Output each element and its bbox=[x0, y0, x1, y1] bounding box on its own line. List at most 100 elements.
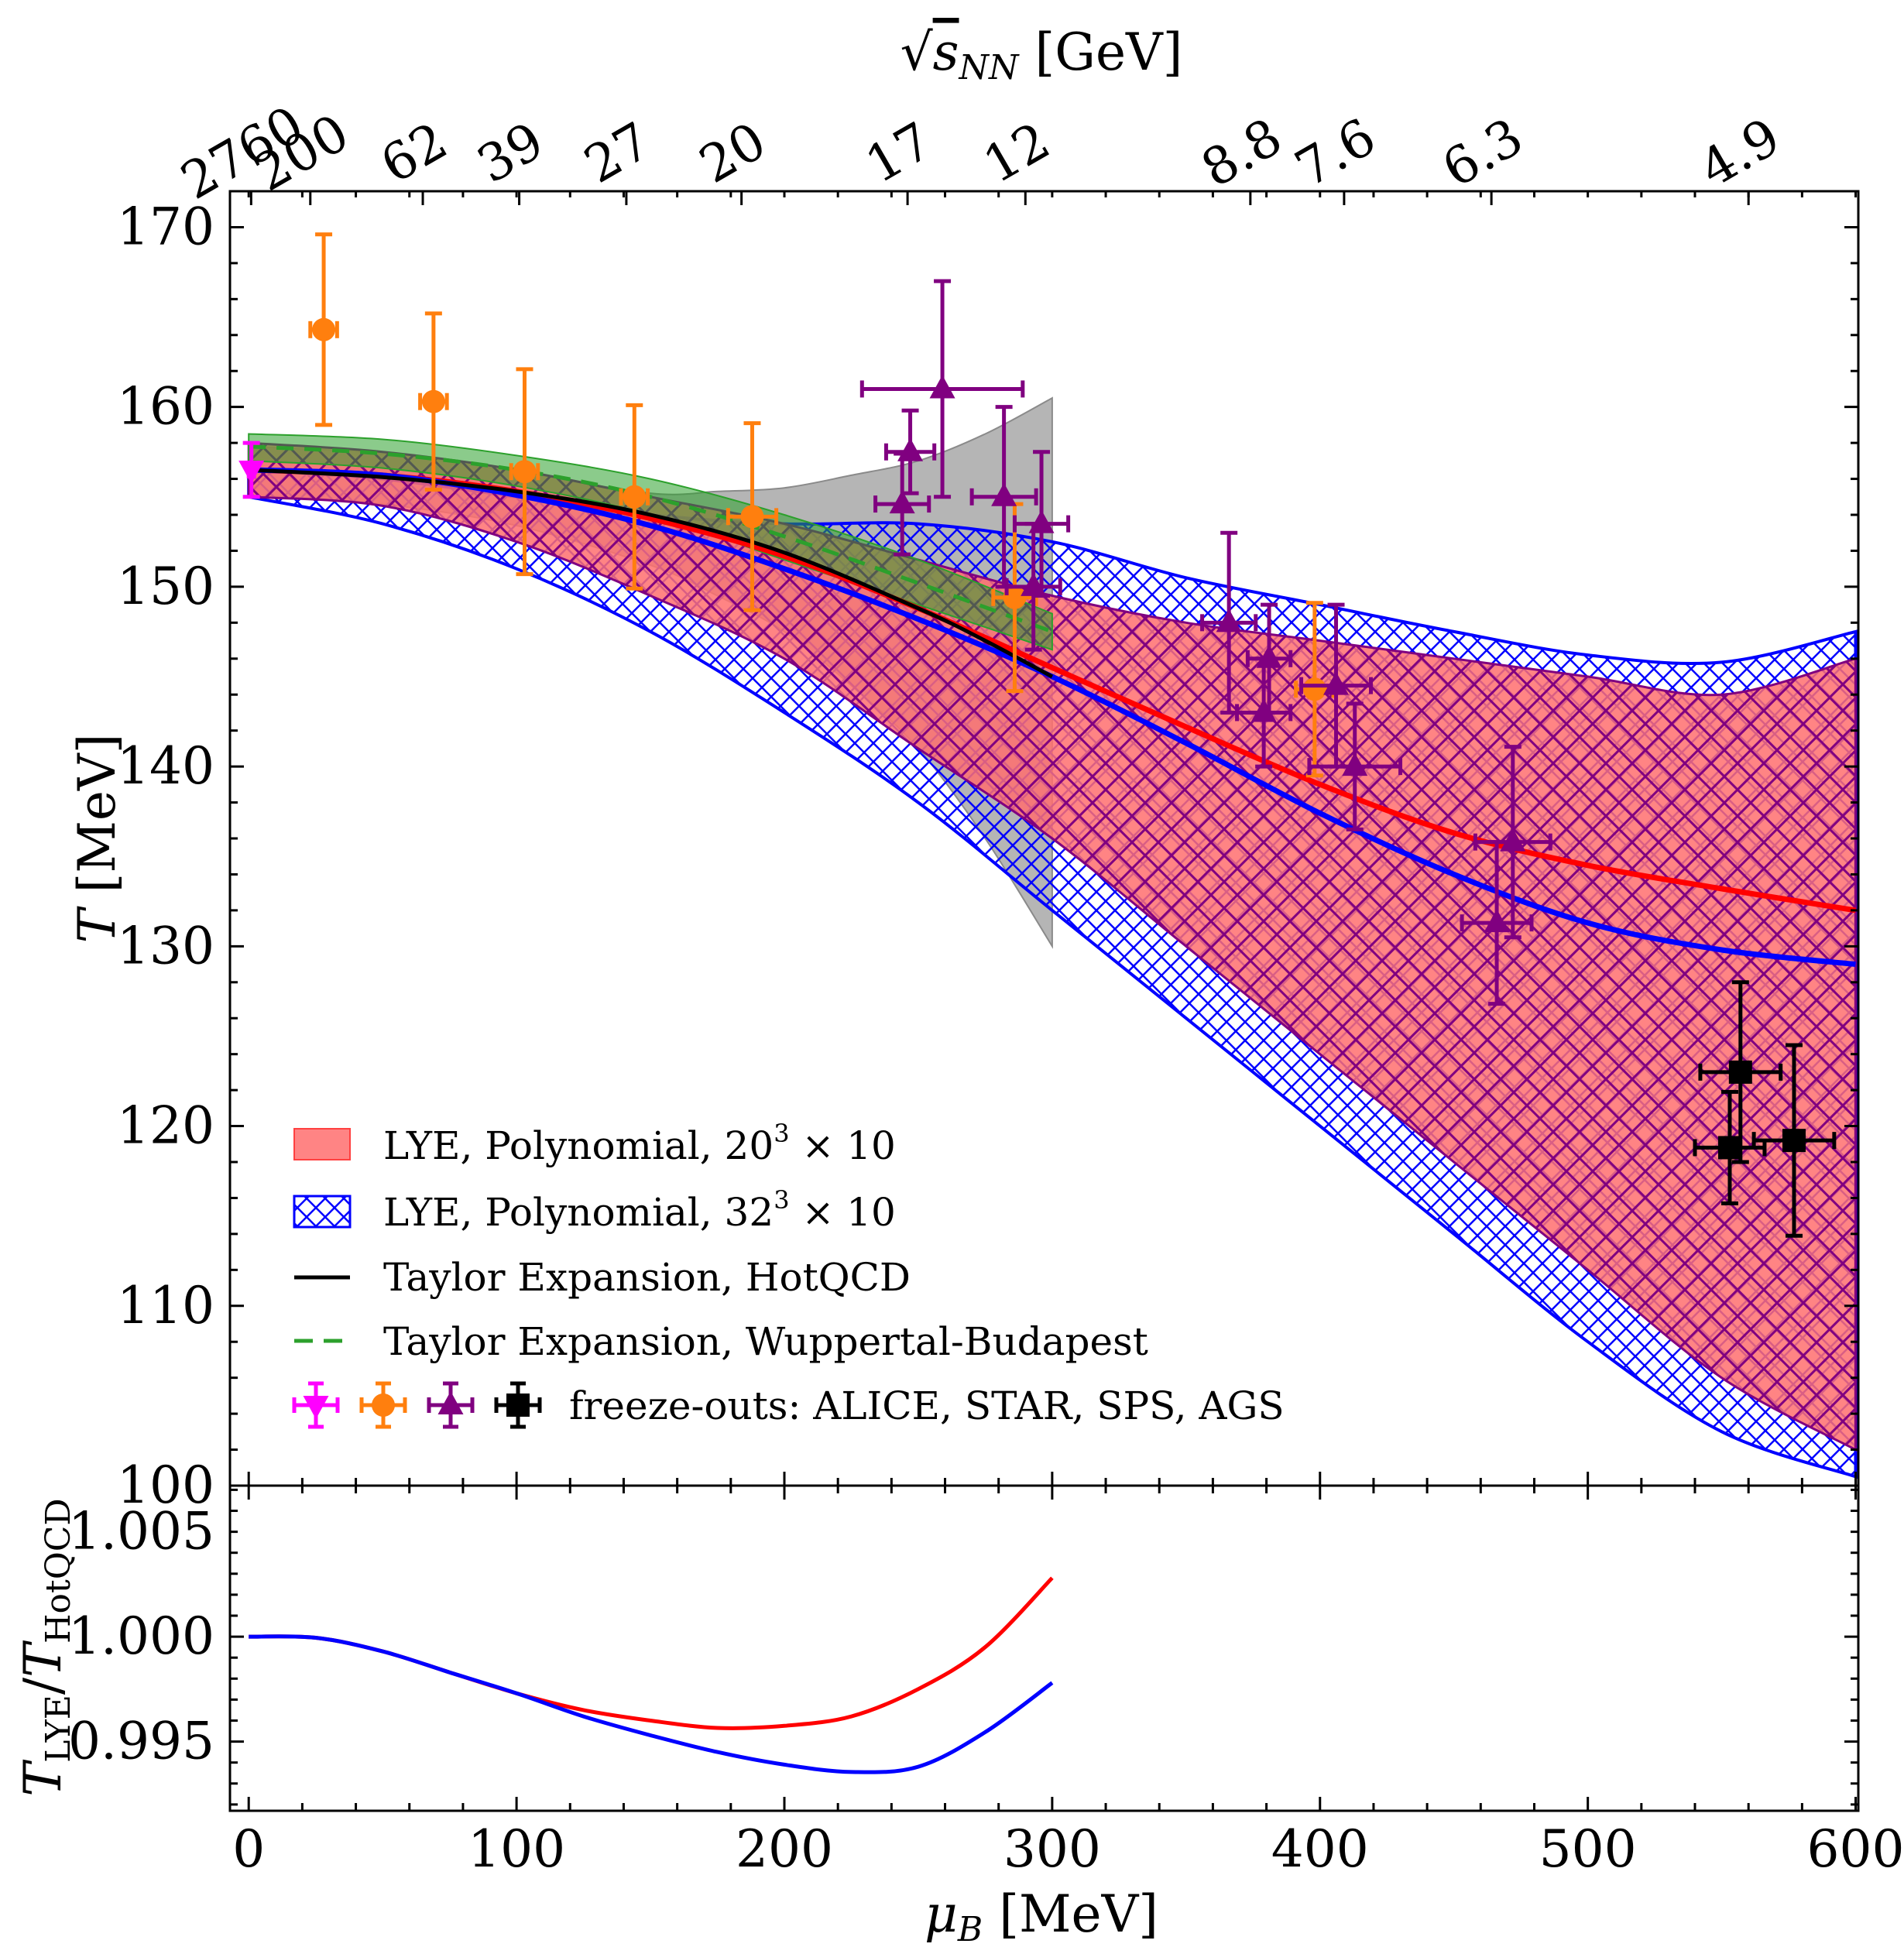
marker-sps bbox=[1021, 572, 1047, 596]
top-tick-label: 4.9 bbox=[1690, 107, 1789, 199]
legend-marker-star bbox=[359, 1381, 407, 1429]
top-tick-label: 17 bbox=[856, 111, 942, 195]
y-tick-label: 160 bbox=[117, 377, 214, 437]
ratio-line-lye20 bbox=[249, 1576, 1054, 1730]
legend-label-hotqcd: Taylor Expansion, HotQCD bbox=[383, 1255, 911, 1300]
marker-sps bbox=[1250, 698, 1277, 722]
freeze-out-point-sps bbox=[1200, 530, 1258, 715]
y-tick-label: 110 bbox=[117, 1276, 214, 1335]
lye20-band-hatch bbox=[249, 443, 1856, 1450]
top-tick-label: 39 bbox=[468, 111, 554, 195]
top-tick-label: 20 bbox=[690, 111, 776, 195]
hotqcd-line bbox=[249, 468, 1054, 679]
marker-alice bbox=[238, 460, 265, 484]
freeze-out-point-star bbox=[509, 367, 540, 577]
marker-sps bbox=[929, 375, 955, 399]
marker-star bbox=[312, 317, 336, 341]
freeze-out-point-sps bbox=[1473, 745, 1552, 940]
x-tick-label: 200 bbox=[736, 1819, 833, 1879]
y-tick-label: 130 bbox=[117, 916, 214, 975]
x-axis-title: μB [MeV] bbox=[925, 1884, 1158, 1949]
freeze-out-point-star bbox=[726, 421, 779, 612]
marker-star bbox=[1302, 677, 1326, 701]
legend: LYE, Polynomial, 203 × 10 LYE, Polynomia… bbox=[292, 1119, 1285, 1429]
freeze-out-points bbox=[238, 232, 1837, 1238]
marker-star bbox=[623, 485, 647, 509]
legend-label-freeze: freeze-outs: ALICE, STAR, SPS, AGS bbox=[569, 1383, 1285, 1428]
freeze-out-point-ags bbox=[1698, 980, 1783, 1164]
legend-markers bbox=[292, 1381, 542, 1429]
marker-ags bbox=[1728, 1060, 1752, 1084]
wb-line bbox=[249, 444, 1053, 634]
top-tick-label: 12 bbox=[973, 111, 1059, 195]
marker-sps bbox=[1323, 671, 1350, 695]
freeze-out-point-sps bbox=[1307, 701, 1403, 831]
ratio-plot-frame bbox=[228, 1484, 1860, 1812]
freeze-out-point-sps bbox=[1460, 840, 1534, 1006]
legend-marker-sps bbox=[427, 1381, 475, 1429]
ratio-y-tick-label: 1.000 bbox=[68, 1606, 214, 1666]
ratio-axis-ticks: 0 100 200 300 400 500 600 0.995 1.000 1.005 bbox=[68, 1486, 1904, 1879]
y-tick-label: 100 bbox=[117, 1455, 214, 1515]
wb-band bbox=[248, 433, 1053, 651]
legend-marker-shape bbox=[506, 1394, 530, 1417]
legend-swatch-lye20 bbox=[293, 1128, 351, 1160]
x-tick-label: 500 bbox=[1539, 1819, 1637, 1879]
marker-sps bbox=[1342, 752, 1368, 776]
ratio-line-lye32 bbox=[249, 1634, 1054, 1774]
legend-marker-shape bbox=[303, 1396, 329, 1419]
top-tick-label: 6.3 bbox=[1432, 107, 1532, 199]
freeze-out-point-star bbox=[308, 232, 339, 427]
x-tick-label: 300 bbox=[1003, 1819, 1101, 1879]
freeze-out-point-star bbox=[619, 403, 650, 591]
x-tick-label: 100 bbox=[468, 1819, 565, 1879]
freeze-out-point-sps bbox=[1004, 522, 1062, 652]
freeze-out-point-sps bbox=[859, 279, 1025, 499]
marker-sps bbox=[889, 490, 915, 514]
marker-sps bbox=[991, 482, 1017, 506]
marker-sps bbox=[1484, 909, 1510, 933]
legend-marker-shape bbox=[437, 1391, 464, 1414]
ratio-panel: 0 100 200 300 400 500 600 0.995 1.000 1.005 TLYE/… bbox=[13, 1484, 1904, 1949]
x-tick-label: 400 bbox=[1271, 1819, 1369, 1879]
x-tick-label: 0 bbox=[232, 1819, 265, 1879]
legend-marker-ags bbox=[494, 1381, 542, 1429]
bands bbox=[247, 396, 1858, 1479]
freeze-out-point-ags bbox=[1751, 1043, 1837, 1238]
lines bbox=[249, 444, 1857, 968]
top-tick-label: 62 bbox=[371, 111, 457, 195]
legend-label-lye32: LYE, Polynomial, 323 × 10 bbox=[383, 1185, 896, 1235]
top-tick-label: 27 bbox=[575, 111, 660, 195]
marker-star bbox=[740, 505, 764, 529]
freeze-out-point-sps bbox=[1299, 602, 1373, 769]
legend-label-lye20: LYE, Polynomial, 203 × 10 bbox=[383, 1119, 896, 1168]
marker-ags bbox=[1717, 1136, 1741, 1160]
y-tick-label: 120 bbox=[117, 1096, 214, 1156]
legend-swatch-lye32 bbox=[293, 1195, 352, 1229]
marker-sps bbox=[1216, 608, 1242, 632]
marker-sps bbox=[1500, 828, 1526, 852]
top-tick-label: 7.6 bbox=[1285, 107, 1385, 199]
top-axis-title: √sNN [GeV] bbox=[901, 22, 1183, 87]
x-tick-label: 600 bbox=[1807, 1819, 1904, 1879]
freeze-out-point-star bbox=[418, 311, 449, 492]
top-tick-label: 8.8 bbox=[1192, 107, 1292, 199]
marker-ags bbox=[1782, 1129, 1806, 1153]
legend-marker-shape bbox=[372, 1394, 395, 1417]
ratio-y-tick-label: 1.005 bbox=[68, 1502, 214, 1561]
y-tick-label: 140 bbox=[117, 736, 214, 796]
y-tick-label: 170 bbox=[117, 197, 214, 256]
legend-label-wb: Taylor Expansion, Wuppertal-Budapest bbox=[383, 1319, 1148, 1364]
freeze-out-point-sps bbox=[873, 451, 931, 557]
y-axis-title: T [MeV] bbox=[67, 734, 127, 944]
marker-star bbox=[1003, 585, 1027, 609]
marker-star bbox=[513, 460, 537, 484]
freeze-out-point-alice bbox=[238, 441, 265, 499]
ratio-y-axis-title: TLYE/THotQCD bbox=[13, 1498, 78, 1796]
ratio-y-tick-label: 0.995 bbox=[68, 1712, 214, 1771]
freeze-out-point-sps bbox=[1235, 656, 1293, 769]
legend-marker-alice bbox=[292, 1381, 340, 1429]
marker-star bbox=[421, 389, 445, 413]
